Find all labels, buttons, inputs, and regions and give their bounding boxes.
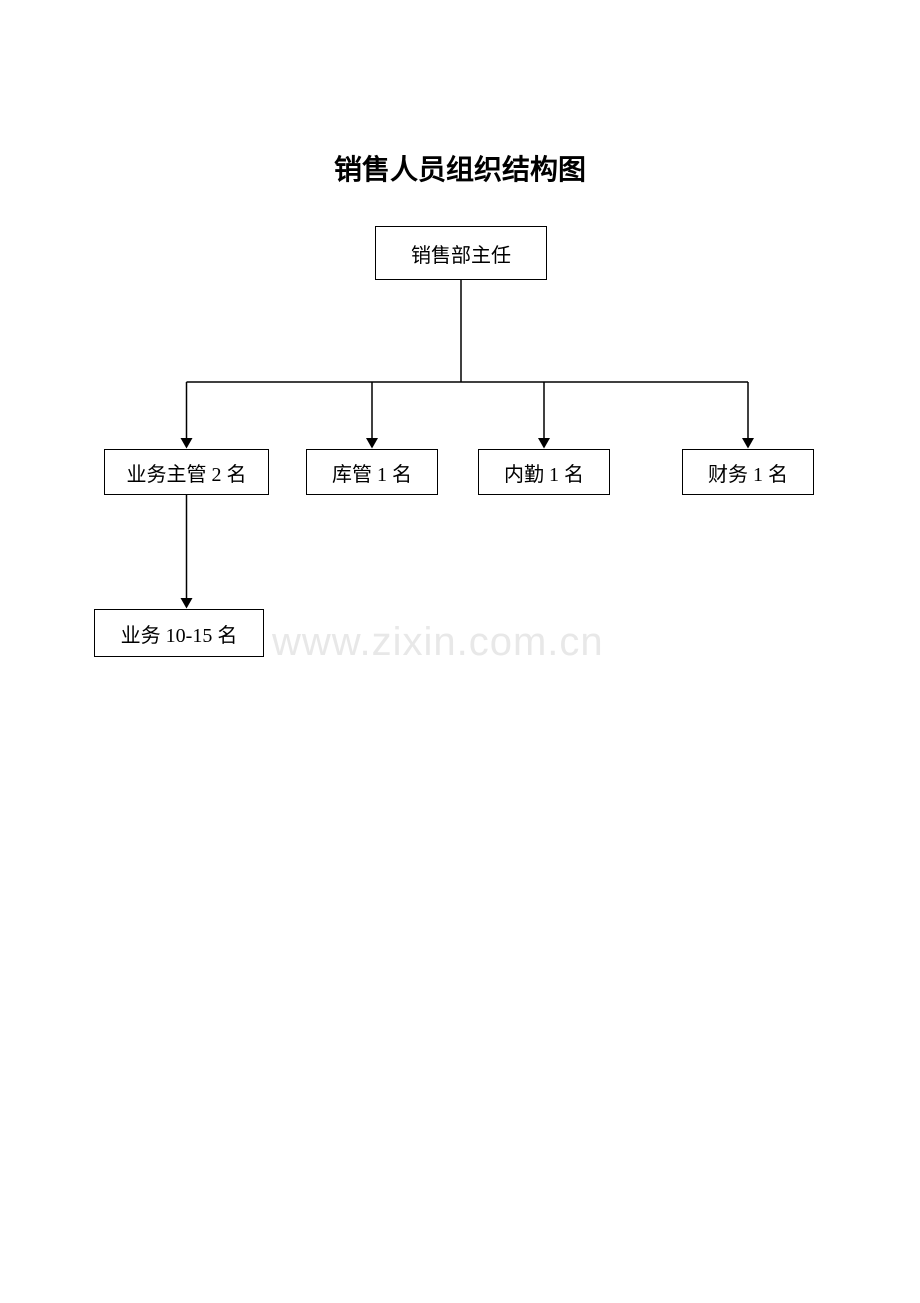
node-biz_staff: 业务 10-15 名: [94, 609, 264, 657]
node-finance: 财务 1 名: [682, 449, 814, 495]
watermark-text: www.zixin.com.cn: [272, 620, 604, 665]
node-warehouse: 库管 1 名: [306, 449, 438, 495]
node-office: 内勤 1 名: [478, 449, 610, 495]
node-biz_mgr: 业务主管 2 名: [104, 449, 269, 495]
page-title: 销售人员组织结构图: [0, 148, 920, 188]
node-root: 销售部主任: [375, 226, 547, 280]
